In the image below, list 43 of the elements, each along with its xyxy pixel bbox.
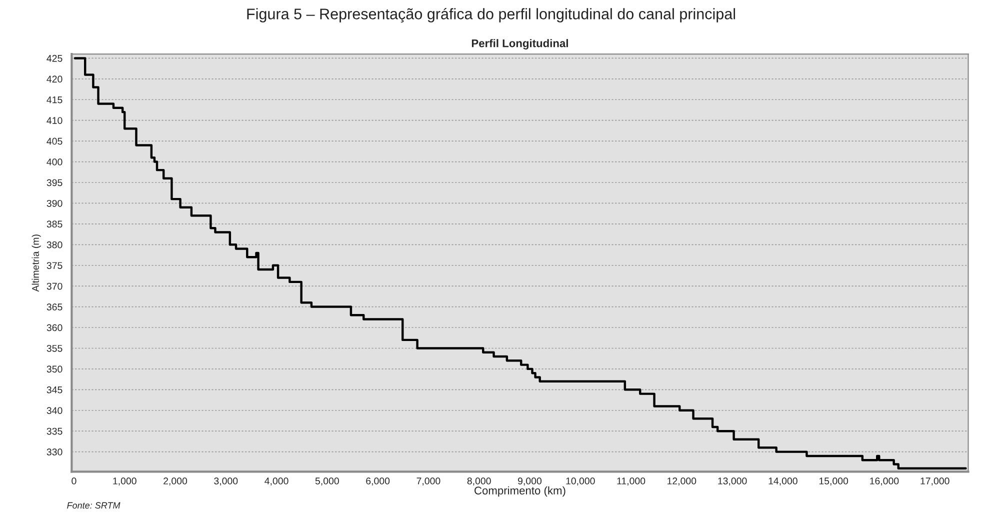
y-tick-label: 395 [46, 179, 62, 186]
x-tick-label: 1,000 [113, 478, 136, 486]
chart-title: Perfil Longitudinal [472, 39, 568, 50]
x-tick-label: 8,000 [467, 478, 491, 486]
y-tick-label: 405 [46, 138, 62, 145]
x-tick-label: 14,000 [768, 478, 798, 486]
y-tick-label: 335 [46, 428, 62, 435]
y-tick-label: 425 [46, 54, 62, 62]
y-tick-label: 350 [46, 366, 62, 373]
x-tick-label: 3,000 [214, 478, 238, 486]
y-tick-label: 420 [46, 76, 62, 83]
y-tick-label: 330 [46, 448, 62, 456]
y-tick-label: 345 [46, 386, 62, 394]
x-axis-title: Comprimento (km) [474, 486, 566, 497]
x-tick-label: 11,000 [617, 478, 646, 486]
x-tick-label: 13,000 [718, 478, 747, 486]
y-tick-label: 390 [46, 200, 62, 207]
y-axis-title: Altimetria (m) [32, 234, 41, 292]
y-tick-label: 385 [46, 220, 62, 228]
y-tick-label: 370 [46, 282, 62, 290]
x-tick-label: 17,000 [920, 478, 950, 486]
x-tick-label: 0 [72, 478, 76, 484]
y-tick-label: 415 [46, 96, 62, 104]
x-tick-label: 15,000 [819, 478, 848, 486]
x-tick-label: 6,000 [366, 478, 390, 486]
y-tick-label: 360 [46, 324, 62, 332]
x-tick-label: 9,000 [518, 478, 542, 486]
x-tick-label: 16,000 [870, 478, 899, 486]
y-tick-label: 380 [46, 241, 62, 248]
y-tick-label: 365 [46, 304, 62, 310]
x-tick-label: 2,000 [164, 478, 188, 486]
x-tick-label: 10,000 [566, 478, 595, 486]
y-tick-label: 400 [46, 158, 62, 166]
x-tick-label: 7,000 [416, 478, 440, 486]
y-tick-label: 340 [46, 407, 62, 414]
x-tick-label: 4,000 [264, 478, 288, 486]
x-tick-label: 5,000 [315, 478, 339, 486]
x-tick-label: 12,000 [668, 478, 696, 486]
y-tick-label: 410 [46, 117, 62, 124]
y-tick-label: 355 [46, 344, 62, 352]
source-note: Fonte: SRTM [67, 502, 120, 509]
text: Figura 5 – Representação gráfica do perfil longitudinal do canal principal [247, 8, 736, 22]
y-tick-label: 375 [46, 262, 62, 269]
